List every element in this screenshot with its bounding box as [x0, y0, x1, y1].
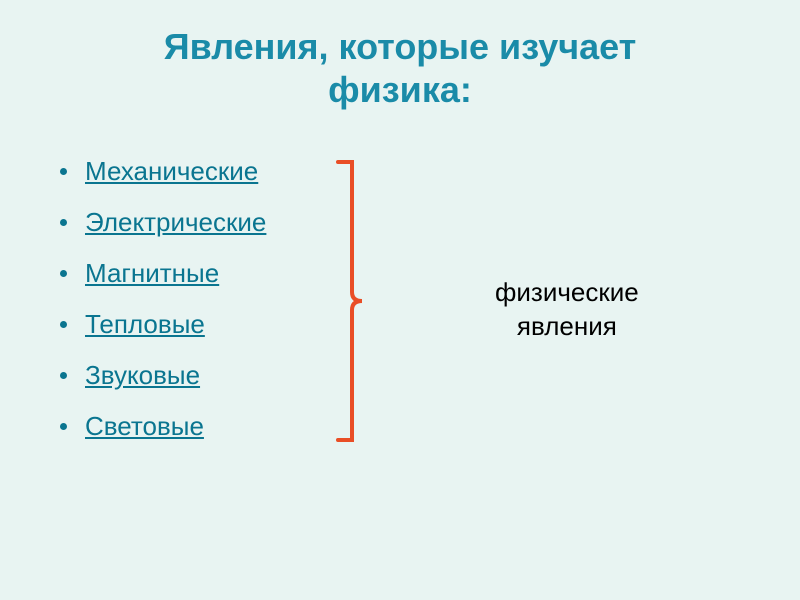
- bracket-icon: [330, 156, 370, 446]
- bullet-list: Механические Электрические Магнитные Теп…: [60, 156, 800, 442]
- link-sound[interactable]: Звуковые: [85, 360, 200, 391]
- list-item: Магнитные: [60, 258, 800, 289]
- link-mechanical[interactable]: Механические: [85, 156, 258, 187]
- list-item: Тепловые: [60, 309, 800, 340]
- list-item: Электрические: [60, 207, 800, 238]
- list-item: Световые: [60, 411, 800, 442]
- bullet-icon: [60, 423, 67, 430]
- link-thermal[interactable]: Тепловые: [85, 309, 205, 340]
- title-line-2: физика:: [328, 69, 472, 110]
- label-line-2: явления: [517, 311, 617, 341]
- bullet-icon: [60, 372, 67, 379]
- bullet-icon: [60, 168, 67, 175]
- bullet-icon: [60, 321, 67, 328]
- label-line-1: физические: [495, 277, 639, 307]
- link-magnetic[interactable]: Магнитные: [85, 258, 219, 289]
- title-line-1: Явления, которые изучает: [164, 26, 637, 67]
- list-item: Звуковые: [60, 360, 800, 391]
- link-light[interactable]: Световые: [85, 411, 204, 442]
- bullet-icon: [60, 270, 67, 277]
- link-electrical[interactable]: Электрические: [85, 207, 266, 238]
- bracket-container: [330, 156, 370, 451]
- list-item: Механические: [60, 156, 800, 187]
- bracket-label: физические явления: [495, 276, 639, 344]
- content-area: Механические Электрические Магнитные Теп…: [0, 156, 800, 442]
- bullet-icon: [60, 219, 67, 226]
- slide-title: Явления, которые изучает физика:: [0, 0, 800, 111]
